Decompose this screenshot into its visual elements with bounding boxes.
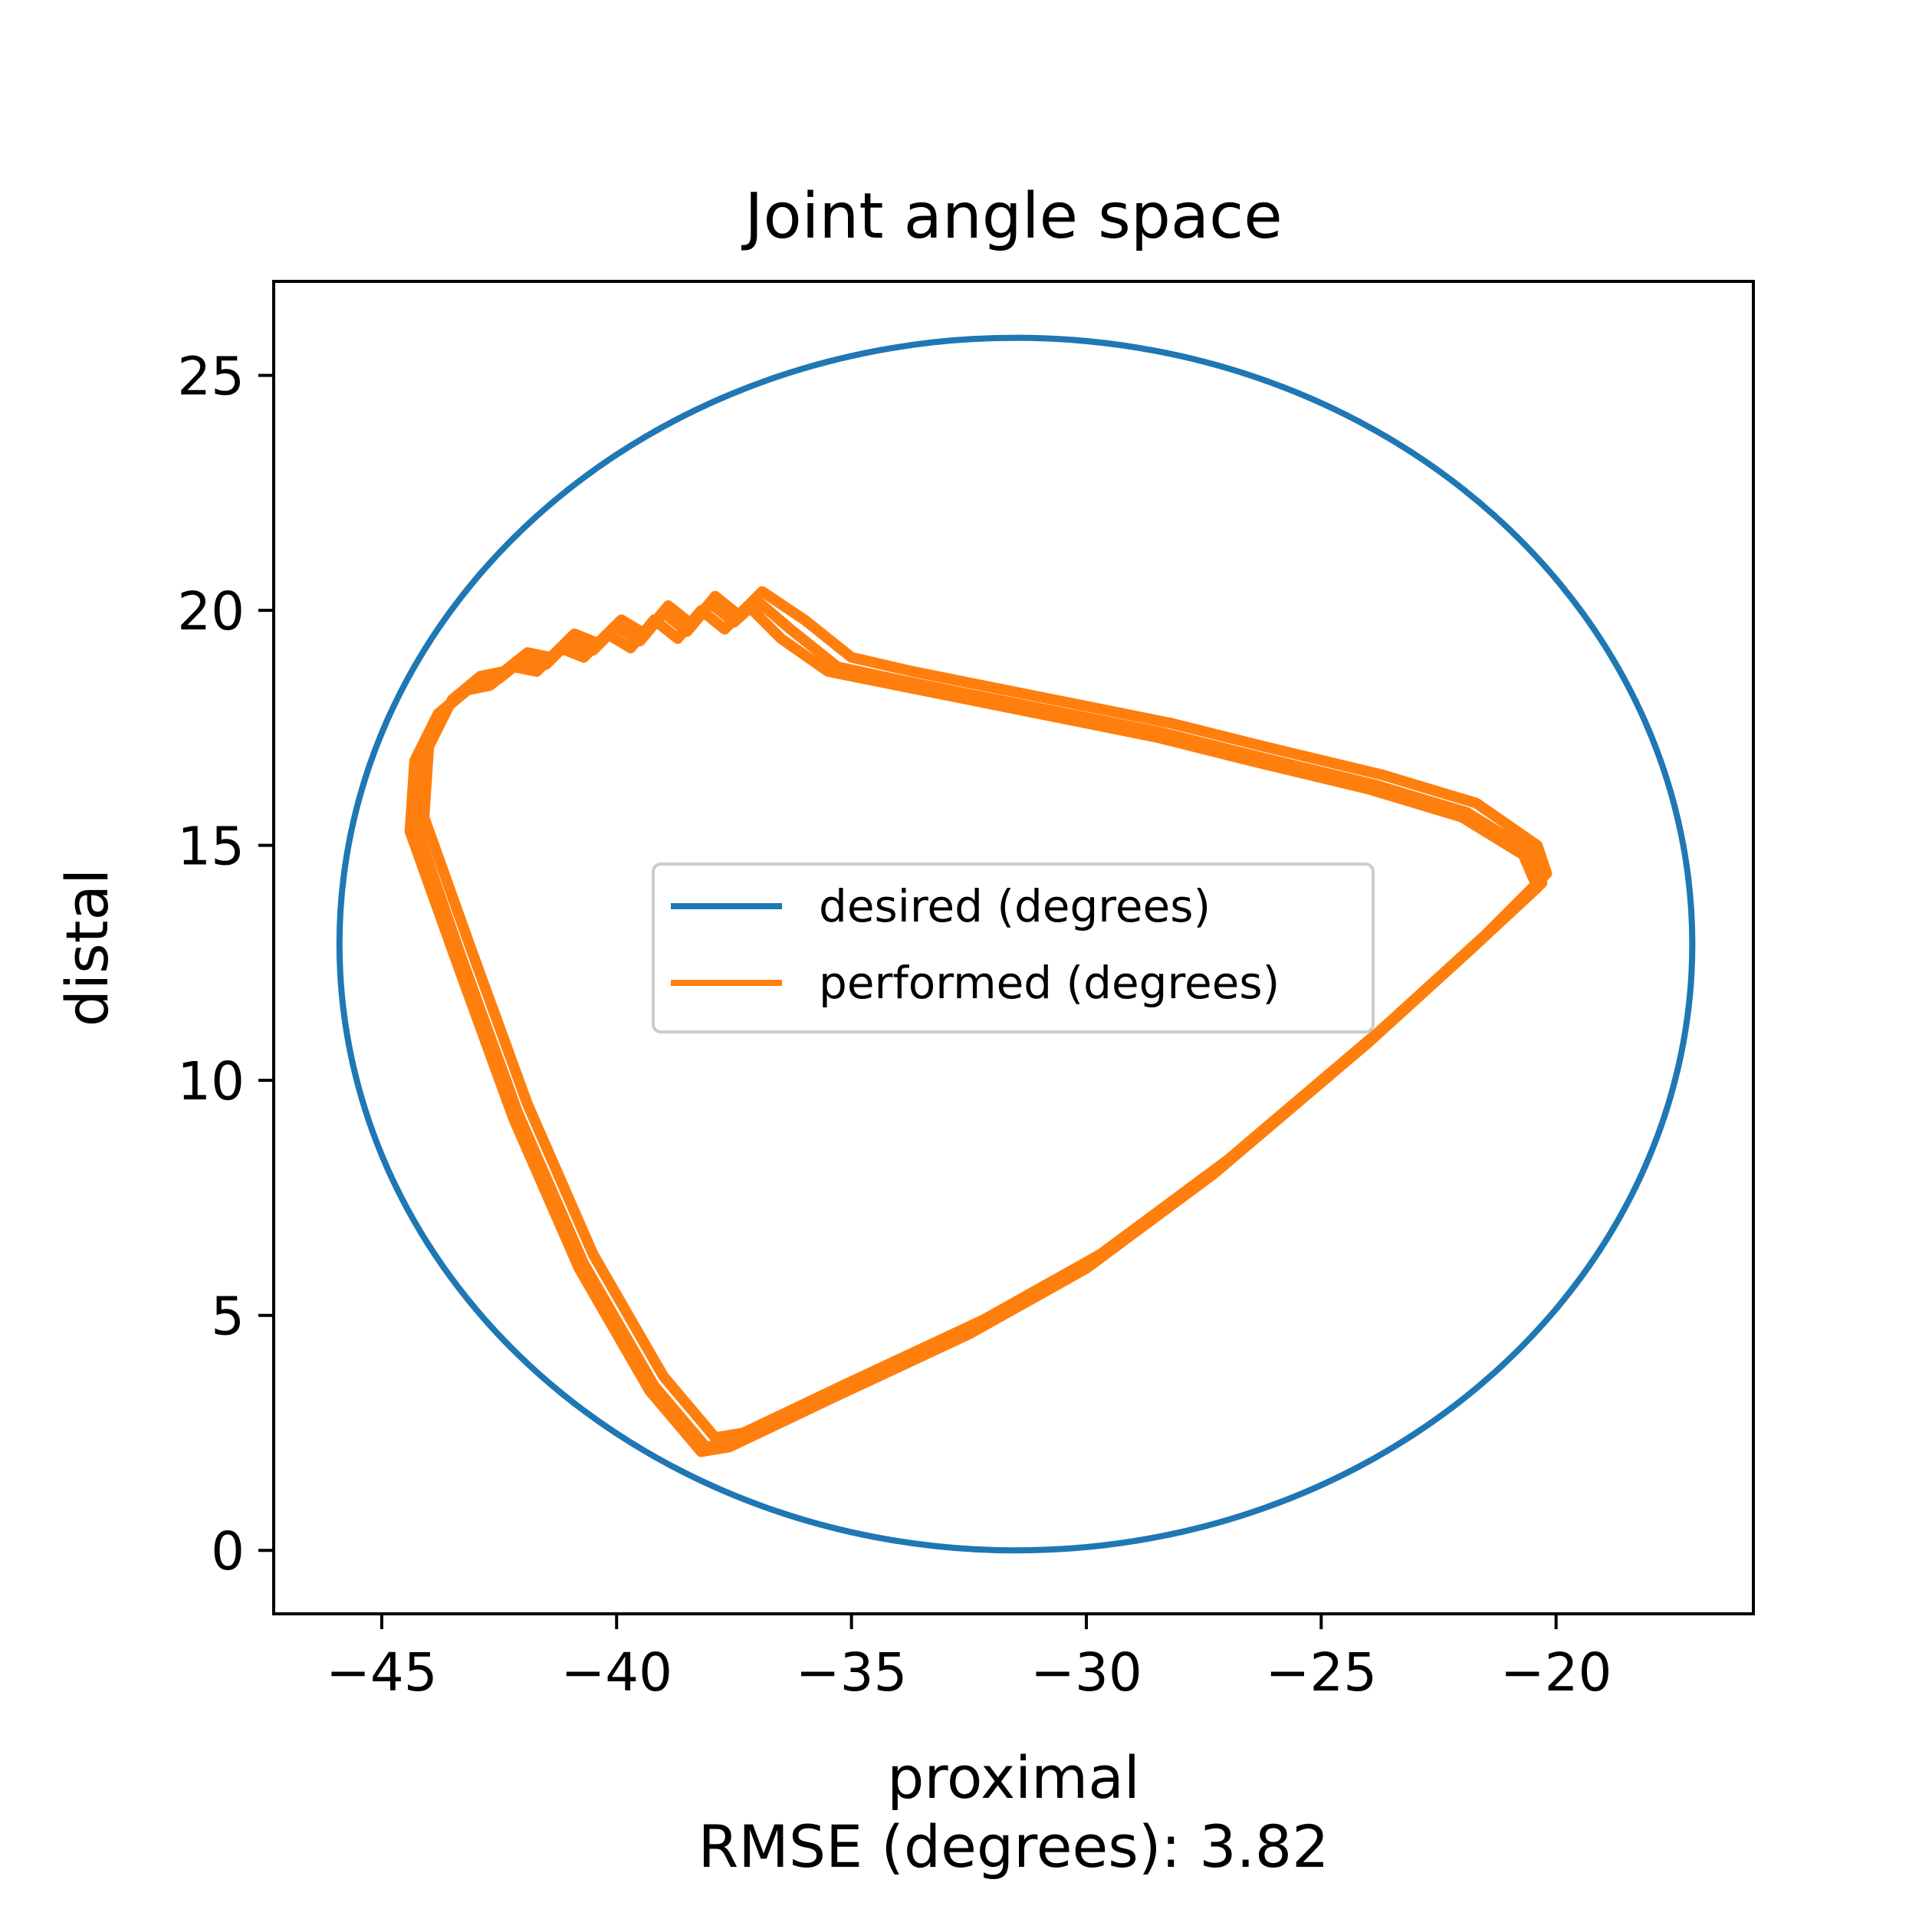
y-axis-label: distal <box>53 869 121 1027</box>
x-tick-label: −35 <box>796 1642 908 1704</box>
y-tick-label: 5 <box>211 1286 245 1348</box>
x-tick-label: −40 <box>560 1642 672 1704</box>
x-tick-label: −45 <box>326 1642 438 1704</box>
x-axis-label: proximal <box>887 1743 1140 1812</box>
y-tick-label: 15 <box>177 816 245 878</box>
x-axis: −45 −40 −35 −30 −25 −20 <box>326 1614 1612 1704</box>
y-tick-label: 20 <box>177 581 245 642</box>
axes-frame <box>272 280 1755 1615</box>
series-desired-line <box>336 334 1696 1554</box>
legend: desired (degrees) performed (degrees) <box>652 863 1375 1033</box>
y-tick-label: 25 <box>177 347 245 408</box>
x-tick-label: −20 <box>1500 1642 1612 1704</box>
legend-label-desired: desired (degrees) <box>819 880 1211 932</box>
plot-area <box>336 334 1696 1554</box>
rmse-footer: RMSE (degrees): 3.82 <box>698 1812 1329 1881</box>
chart-title: Joint angle space <box>741 180 1282 253</box>
y-axis: 0 5 10 15 20 25 <box>177 347 274 1582</box>
legend-box <box>652 863 1375 1033</box>
legend-label-performed: performed (degrees) <box>819 957 1280 1009</box>
y-tick-label: 0 <box>211 1521 245 1582</box>
x-tick-label: −30 <box>1030 1642 1142 1704</box>
series-performed-line-3 <box>409 595 1548 1453</box>
x-tick-label: −25 <box>1266 1642 1378 1704</box>
y-tick-label: 10 <box>177 1051 245 1112</box>
